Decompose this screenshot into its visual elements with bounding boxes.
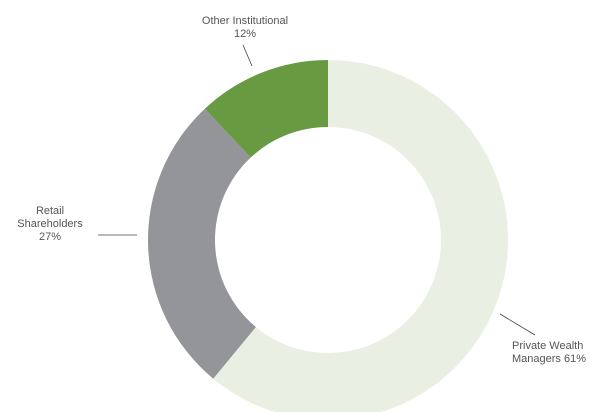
category-label: Private Wealth Managers xyxy=(512,340,584,365)
donut-slice xyxy=(204,59,328,158)
value-label: 27% xyxy=(38,231,62,243)
donut-slice xyxy=(148,108,256,379)
donut-slice xyxy=(213,60,508,412)
value-label: 61% xyxy=(563,353,587,365)
leader-line xyxy=(499,313,536,336)
category-label: Retail Shareholders xyxy=(17,205,83,230)
slice-label: Retail Shareholders 27% xyxy=(5,205,95,244)
slice-label: Private Wealth Managers 61% xyxy=(512,340,596,366)
slice-label: Other Institutional 12% xyxy=(180,15,310,41)
category-label: Other Institutional xyxy=(201,15,289,27)
leader-line xyxy=(242,44,253,67)
value-label: 12% xyxy=(233,28,257,40)
